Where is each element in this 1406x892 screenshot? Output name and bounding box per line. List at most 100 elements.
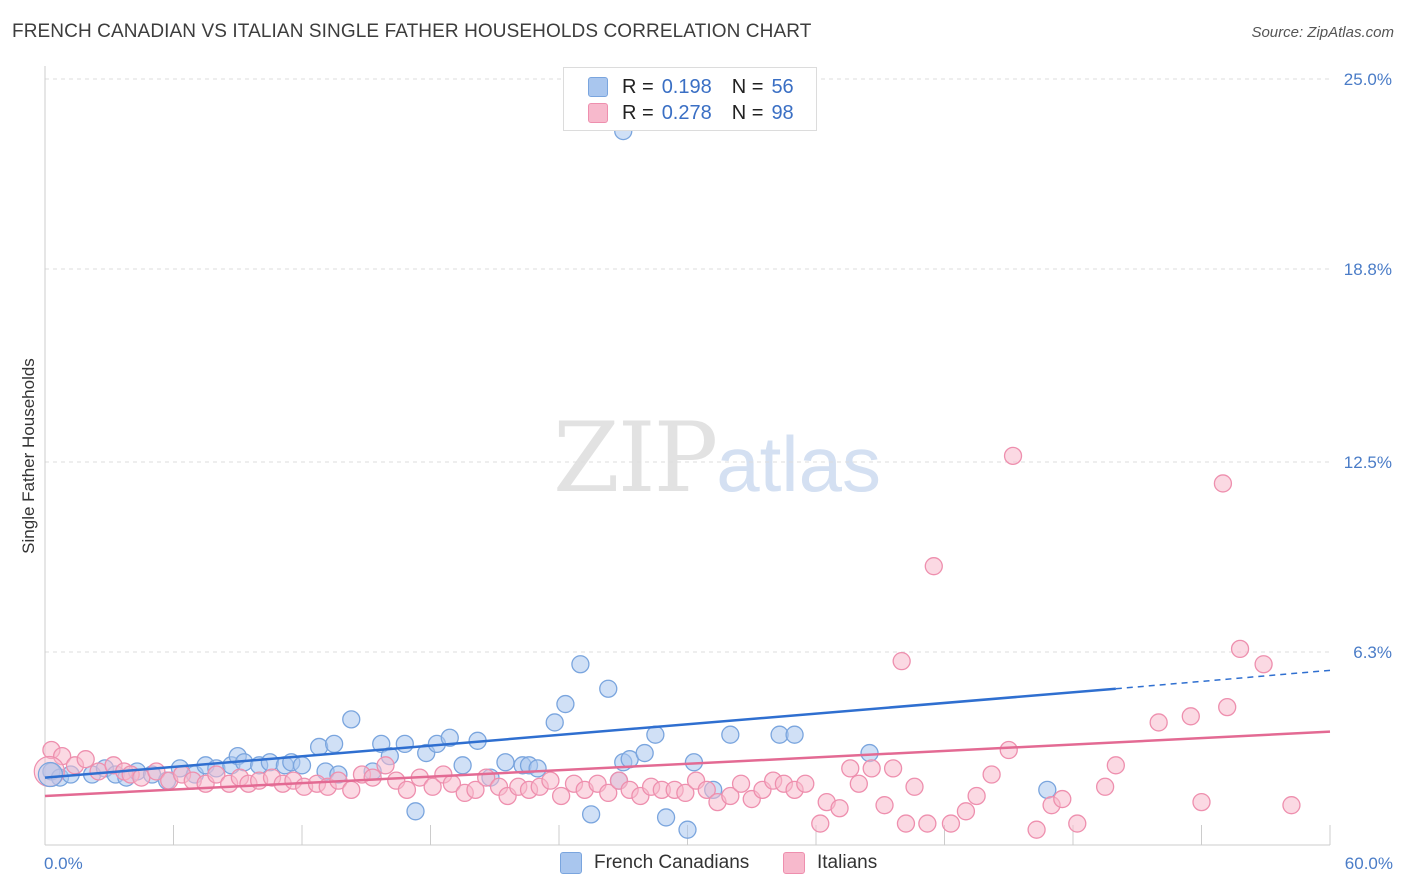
italians-point: [397, 780, 417, 799]
italians-point: [841, 759, 860, 778]
italians-point: [76, 750, 95, 769]
italians-point: [956, 802, 976, 821]
legend-row-italians: R = 0.278 N = 98: [588, 100, 794, 126]
source-label: Source: ZipAtlas.com: [1251, 24, 1394, 41]
italians-point: [1095, 777, 1115, 796]
legend-n-label: N =: [731, 101, 764, 124]
legend-n-value: 98: [771, 101, 794, 124]
legend-n-label: N =: [731, 75, 764, 98]
series-swatch-french-canadians: [560, 852, 582, 874]
french-canadians-point: [324, 734, 344, 754]
french-canadians-trend-line: [44, 687, 1116, 779]
italians-point: [1254, 655, 1273, 674]
legend-row-french-canadians: R = 0.198 N = 56: [588, 74, 794, 100]
legend-swatch-italians: [588, 103, 608, 123]
series-label-french-canadians: French Canadians: [594, 852, 750, 873]
legend-n-value: 56: [771, 75, 794, 98]
italians-point: [551, 786, 571, 806]
italians-point: [1282, 796, 1301, 815]
y-tick-label: 6.3%: [1353, 643, 1392, 662]
french-canadians-point: [860, 743, 879, 763]
french-canadians-point: [556, 694, 575, 714]
italians-point: [849, 774, 868, 793]
french-canadians-point: [599, 679, 618, 698]
y-tick-label: 12.5%: [1344, 453, 1392, 472]
legend-r-label: R =: [622, 101, 654, 124]
italians-point: [875, 796, 894, 815]
legend-r-label: R =: [622, 75, 654, 98]
italians-point: [376, 756, 395, 775]
legend-swatch-french-canadians: [588, 77, 608, 97]
italians-point: [1192, 792, 1211, 812]
italians-point: [999, 740, 1018, 760]
french-canadians-point: [342, 710, 361, 729]
french-canadians-point: [528, 759, 547, 778]
french-canadians-point: [440, 728, 459, 747]
watermark: ZIPatlas: [553, 402, 881, 514]
italians-point: [697, 780, 716, 799]
italians-point: [967, 786, 986, 806]
italians-point: [1230, 639, 1250, 659]
watermark-atlas: atlas: [716, 420, 881, 508]
series-legend-french-canadians: French Canadians: [560, 852, 749, 874]
italians-point: [599, 783, 618, 803]
italians-point: [1213, 474, 1233, 493]
italians-point: [1027, 820, 1046, 839]
legend-r-value: 0.198: [661, 75, 712, 98]
french-canadians-point: [678, 820, 697, 839]
italians-point: [1003, 446, 1023, 466]
french-canadians-point: [635, 743, 654, 763]
italians-point: [1181, 707, 1200, 726]
y-tick-label: 25.0%: [1344, 70, 1392, 89]
italians-point: [811, 814, 830, 833]
french-canadians-point: [646, 725, 665, 744]
x-tick-label: 0.0%: [44, 854, 83, 873]
chart-title: FRENCH CANADIAN VS ITALIAN SINGLE FATHER…: [12, 21, 812, 42]
french-canadians-point: [571, 655, 590, 674]
series-legend: French Canadians Italians: [0, 852, 1406, 878]
french-canadians-point: [292, 756, 312, 775]
italians-point: [676, 783, 695, 803]
y-tick-label: 18.8%: [1344, 260, 1392, 279]
italians-point: [905, 777, 924, 796]
italians-point: [721, 786, 740, 806]
french-canadians-point: [656, 808, 676, 827]
italians-point: [1106, 756, 1125, 775]
series-swatch-italians: [783, 852, 805, 874]
italians-point: [1068, 814, 1087, 833]
french-canadians-point: [496, 753, 515, 772]
x-tick-label: 60.0%: [1345, 854, 1393, 873]
italians-point: [363, 768, 382, 787]
italians-point: [207, 765, 226, 784]
italians-point: [466, 780, 485, 799]
french-canadians-point: [1038, 780, 1057, 799]
italians-point: [1218, 697, 1237, 717]
italians-point: [1053, 789, 1072, 809]
french-canadians-point: [309, 737, 329, 757]
italians-point: [982, 765, 1001, 784]
series-label-italians: Italians: [817, 852, 878, 873]
french-canadians-point: [37, 761, 63, 788]
italians-point: [796, 774, 815, 793]
french-canadians-point: [453, 756, 472, 775]
italians-point: [883, 759, 903, 778]
legend-r-value: 0.278: [661, 101, 712, 124]
watermark-zip: ZIP: [553, 402, 718, 514]
italians-point: [423, 777, 442, 796]
french-canadians-point: [545, 713, 564, 732]
italians-point: [941, 814, 961, 833]
french-canadians-point: [406, 802, 425, 821]
italians-point: [830, 799, 849, 818]
italians-point: [862, 759, 881, 778]
french-canadians-point: [581, 805, 601, 824]
french-canadians-point: [395, 734, 414, 754]
italians-point: [731, 774, 751, 793]
italians-point: [896, 814, 916, 833]
italians-trend-line: [44, 730, 1331, 798]
french-canadians-point: [721, 725, 740, 744]
french-canadians-point: [260, 753, 280, 772]
italians-point: [918, 814, 937, 833]
french-canadians-trend-extension: [1115, 669, 1331, 690]
italians-point: [342, 780, 361, 799]
